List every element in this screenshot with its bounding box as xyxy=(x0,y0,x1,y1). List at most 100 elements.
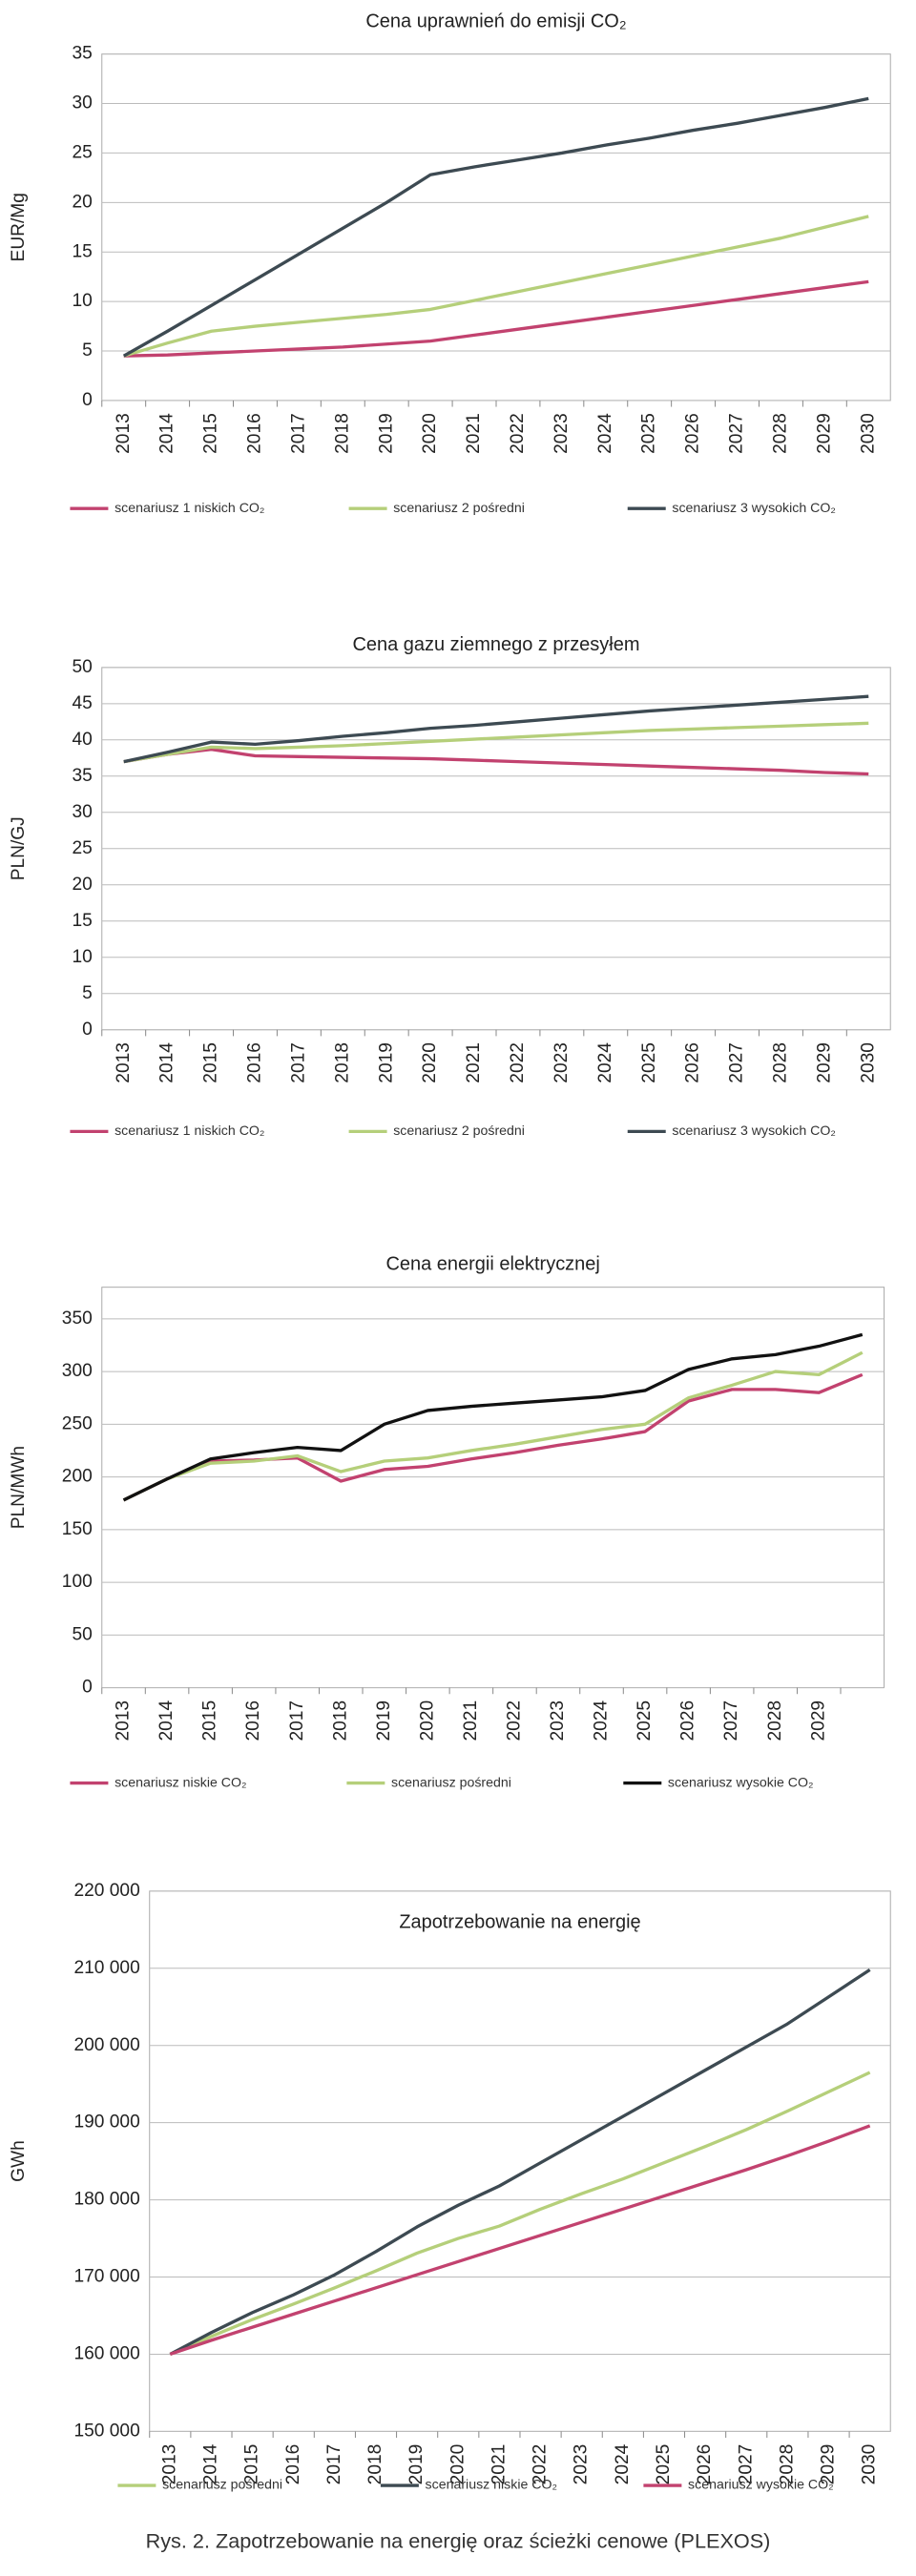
y-tick-label: 30 xyxy=(72,93,92,113)
legend-label: scenariusz 1 niskich CO₂ xyxy=(114,1123,264,1139)
legend-label: scenariusz 2 pośredni xyxy=(393,1123,525,1139)
plot-frame xyxy=(101,53,891,402)
x-tick-label: 2026 xyxy=(678,1700,698,1741)
x-tick-label: 2029 xyxy=(814,413,834,454)
y-tick-label: 0 xyxy=(82,390,93,410)
x-tick-label: 2014 xyxy=(157,1042,177,1083)
y-tick-label: 20 xyxy=(72,875,92,895)
y-tick-label: 10 xyxy=(72,291,92,311)
legend-label: scenariusz pośredni xyxy=(391,1775,511,1790)
chart: Zapotrzebowanie na energię 150 000 160 000… xyxy=(9,1881,891,2493)
y-tick-label: 15 xyxy=(72,911,92,931)
x-tick-label: 2029 xyxy=(808,1700,828,1741)
x-tick-label: 2028 xyxy=(770,413,790,454)
x-tick-label: 2018 xyxy=(332,413,352,454)
x-tick-label: 2020 xyxy=(420,1042,440,1083)
x-tick-label: 2025 xyxy=(654,2444,674,2485)
y-tick-label: 250 xyxy=(62,1413,93,1433)
x-tick-label: 2023 xyxy=(548,1700,568,1741)
x-tick-label: 2028 xyxy=(765,1700,785,1741)
x-tick-label: 2021 xyxy=(464,413,484,454)
x-tick-label: 2030 xyxy=(858,1042,878,1083)
x-tick-label: 2025 xyxy=(635,1700,655,1741)
x-tick-label: 2017 xyxy=(287,1700,307,1741)
x-tick-label: 2014 xyxy=(157,413,177,454)
x-tick-label: 2013 xyxy=(114,1700,134,1741)
y-tick-label: 25 xyxy=(72,142,92,162)
x-tick-label: 2015 xyxy=(200,1700,220,1741)
y-axis-label: PLN/MWh xyxy=(9,1446,29,1529)
x-tick-label: 2024 xyxy=(595,413,615,454)
x-tick-label: 2021 xyxy=(464,1042,484,1083)
y-tick-label: 0 xyxy=(82,1020,93,1040)
y-tick-label: 50 xyxy=(72,657,92,677)
x-tick-label: 2025 xyxy=(639,1042,659,1083)
plot-frame xyxy=(101,1287,885,1689)
chart-title: Cena energii elektrycznej xyxy=(385,1254,599,1275)
x-tick-label: 2016 xyxy=(243,1700,263,1741)
x-tick-label: 2027 xyxy=(727,1042,747,1083)
x-tick-label: 2018 xyxy=(365,2444,385,2485)
x-tick-label: 2024 xyxy=(613,2443,633,2484)
chart-title: Zapotrzebowanie na energię xyxy=(399,1911,640,1932)
series-line xyxy=(123,721,869,764)
x-tick-label: 2023 xyxy=(552,1042,572,1083)
x-tick-label: 2013 xyxy=(114,1042,134,1083)
y-axis-label: GWh xyxy=(9,2140,29,2182)
x-tick-label: 2025 xyxy=(639,413,659,454)
y-tick-label: 210 000 xyxy=(73,1958,139,1978)
chart: Cena gazu ziemnego z przesyłem0510152025… xyxy=(9,634,891,1139)
x-tick-label: 2016 xyxy=(245,1042,265,1083)
series-line xyxy=(169,2071,871,2356)
x-tick-label: 2024 xyxy=(595,1042,615,1083)
y-tick-label: 50 xyxy=(72,1624,92,1644)
x-tick-label: 2015 xyxy=(201,1042,221,1083)
y-tick-label: 150 xyxy=(62,1519,93,1539)
x-tick-label: 2016 xyxy=(283,2444,303,2485)
y-tick-label: 190 000 xyxy=(73,2112,139,2133)
y-tick-label: 150 000 xyxy=(73,2421,139,2441)
legend-label: scenariusz niskie CO₂ xyxy=(114,1775,246,1790)
y-tick-label: 170 000 xyxy=(73,2267,139,2287)
y-tick-label: 40 xyxy=(72,730,92,750)
y-tick-label: 160 000 xyxy=(73,2344,139,2364)
series-line xyxy=(123,279,869,358)
x-tick-label: 2026 xyxy=(695,2444,715,2485)
x-tick-label: 2018 xyxy=(330,1700,350,1741)
y-tick-label: 180 000 xyxy=(73,2190,139,2210)
y-tick-label: 100 xyxy=(62,1572,93,1592)
x-tick-label: 2019 xyxy=(376,1042,396,1083)
legend-label: scenariusz pośredni xyxy=(162,2478,282,2493)
x-tick-label: 2026 xyxy=(683,1042,703,1083)
legend-label: scenariusz 1 niskich CO₂ xyxy=(114,501,264,516)
x-tick-label: 2019 xyxy=(406,2444,427,2485)
y-tick-label: 200 000 xyxy=(73,2035,139,2055)
x-tick-label: 2013 xyxy=(114,413,134,454)
y-tick-label: 5 xyxy=(82,340,93,361)
x-tick-label: 2014 xyxy=(156,1700,177,1741)
y-tick-label: 220 000 xyxy=(73,1881,139,1901)
series-line xyxy=(169,1968,871,2356)
x-tick-label: 2017 xyxy=(288,1042,308,1083)
y-tick-label: 300 xyxy=(62,1361,93,1381)
legend-label: scenariusz niskie CO₂ xyxy=(426,2478,557,2493)
x-tick-label: 2027 xyxy=(721,1700,741,1741)
x-tick-label: 2029 xyxy=(814,1042,834,1083)
caption: Rys. 2. Zapotrzebowanie na energię oraz … xyxy=(146,2529,771,2553)
x-tick-label: 2023 xyxy=(572,2444,592,2485)
x-tick-label: 2018 xyxy=(332,1042,352,1083)
series-line xyxy=(123,748,869,776)
x-tick-label: 2013 xyxy=(159,2444,179,2485)
x-tick-label: 2022 xyxy=(531,2444,551,2485)
y-tick-label: 0 xyxy=(82,1678,93,1698)
x-tick-label: 2021 xyxy=(489,2444,509,2485)
series-line xyxy=(123,215,869,358)
series-line xyxy=(122,1372,864,1502)
x-tick-label: 2015 xyxy=(201,413,221,454)
y-tick-label: 35 xyxy=(72,766,92,786)
x-tick-label: 2017 xyxy=(288,413,308,454)
series-line xyxy=(123,694,869,764)
x-tick-label: 2030 xyxy=(860,2444,880,2485)
chart-title: Cena uprawnień do emisji CO₂ xyxy=(365,11,626,32)
